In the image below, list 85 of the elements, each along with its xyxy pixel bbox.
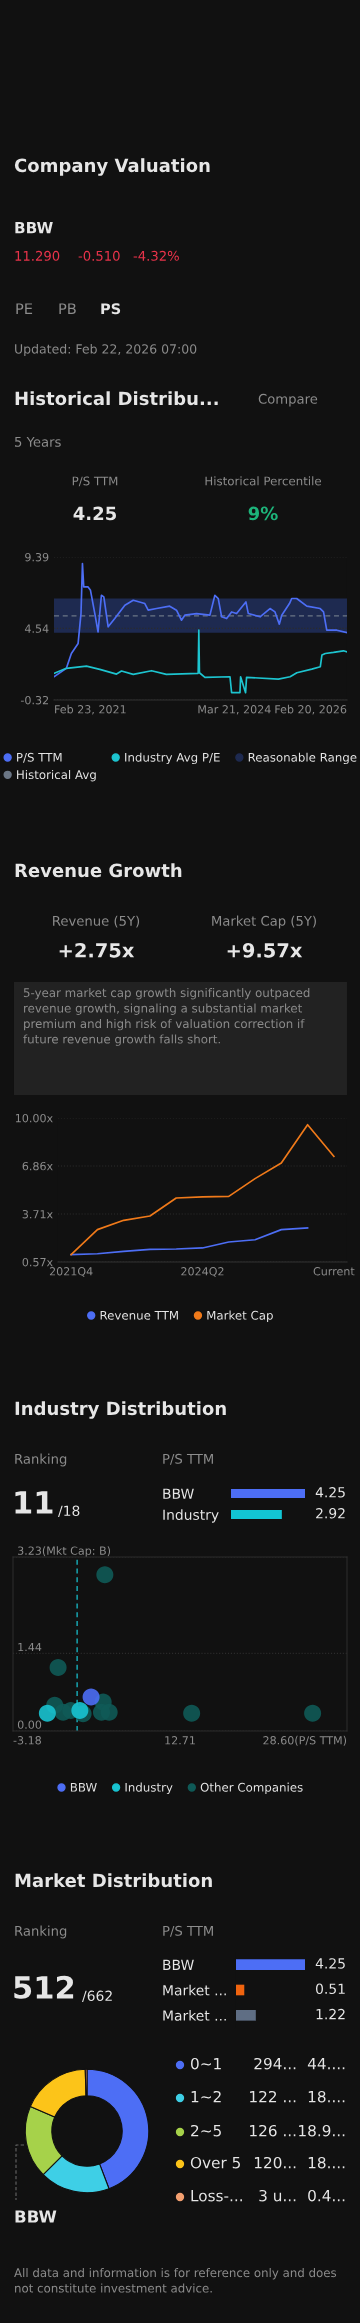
y-tick-label: BBW — [163, 1488, 194, 1499]
text: Historical Percentile — [205, 476, 322, 486]
y-tick-label: 0.00 — [17, 1720, 42, 1729]
text: 5 Years — [15, 437, 61, 447]
legend-label: 2~5 — [191, 2124, 221, 2137]
text: /662 — [82, 1990, 112, 2003]
text: P/S TTM — [163, 1453, 213, 1465]
text: P/S TTM — [72, 476, 118, 487]
x-tick-label: Current — [313, 1267, 355, 1276]
text: 11 — [15, 1491, 53, 1514]
legend-label: Historical Avg — [17, 769, 96, 782]
y-tick-label: Market ... — [163, 1984, 226, 1996]
text: -0.510 — [78, 250, 120, 261]
text: PB — [59, 303, 76, 315]
y-tick-label: BBW — [163, 1959, 194, 1970]
text: Ranking — [15, 1453, 67, 1467]
x-tick-label: 2024Q2 — [181, 1267, 224, 1277]
data-label: 0.51 — [315, 1983, 345, 1995]
data-label: 1.22 — [316, 2008, 345, 2020]
text: Ranking — [15, 1925, 67, 1939]
x-tick-label: Feb 20, 2026 — [275, 704, 347, 715]
text: 9% — [248, 506, 278, 521]
data-label: 4.25 — [315, 1958, 345, 1969]
x-tick-label: 12.71 — [165, 1736, 195, 1745]
text: +9.57x — [227, 942, 303, 958]
data-label: 18.9... — [299, 2124, 345, 2137]
y-tick-label: -0.32 — [20, 695, 49, 705]
text: Market Cap (5Y) — [212, 915, 316, 929]
data-label: 18.... — [308, 2156, 345, 2169]
legend-label: Over 5 — [190, 2156, 240, 2169]
x-tick-label: Mar 21, 2024 — [198, 705, 271, 715]
legend-label: Industry — [125, 1782, 173, 1795]
text: PE — [16, 303, 33, 315]
x-tick-label: 28.60(P/S TTM) — [263, 1735, 347, 1746]
y-tick-label: 10.00x — [15, 1113, 53, 1123]
text: 4.25 — [73, 506, 117, 521]
text: 512 — [14, 1975, 74, 1999]
chart-title: Revenue Growth — [15, 863, 182, 878]
data-label: 4.25 — [315, 1487, 345, 1498]
chart-title: Market Distribution — [15, 1873, 212, 1888]
chart-title: Industry Distribution — [15, 1401, 226, 1419]
text: All data and information is for reference only and does not constitute investment advice. — [14, 2268, 337, 2293]
y-tick-label: Industry — [163, 1509, 219, 1523]
legend-label: P/S TTM — [17, 752, 62, 763]
data-label: 44.... — [307, 2058, 345, 2070]
y-tick-label: 3.23(Mkt Cap: B) — [18, 1546, 111, 1557]
text: 294... — [254, 2057, 296, 2070]
y-tick-label: Market ... — [163, 2010, 226, 2021]
legend-label: Industry Avg P/E — [125, 752, 220, 765]
legend-label: 1~2 — [191, 2090, 221, 2103]
data-label: 0.4... — [308, 2189, 345, 2202]
text: Compare — [258, 393, 318, 407]
legend-label: Reasonable Range — [248, 752, 357, 765]
y-tick-label: 3.71x — [22, 1210, 53, 1219]
y-tick-label: 0.57x — [22, 1257, 53, 1267]
legend-label: Other Companies — [200, 1782, 303, 1795]
x-tick-label: 2021Q4 — [49, 1267, 93, 1277]
data-label: 18.... — [308, 2090, 345, 2103]
legend-label: Revenue TTM — [100, 1310, 178, 1320]
x-tick-label: Feb 23, 2021 — [55, 704, 126, 715]
text: P/S TTM — [163, 1925, 213, 1937]
y-tick-label: 4.54 — [24, 624, 49, 633]
legend-label: 0~1 — [191, 2057, 221, 2070]
text: Company Valuation — [14, 158, 210, 176]
text: Updated: Feb 22, 2026 07:00 — [15, 343, 197, 357]
data-label: 2.92 — [316, 1508, 345, 1519]
text: PS — [101, 303, 121, 315]
text: Revenue (5Y) — [53, 915, 140, 928]
y-tick-label: 9.39 — [25, 552, 49, 562]
text: 11.290 — [15, 250, 60, 261]
legend-label: Loss-... — [191, 2190, 242, 2202]
text: -4.32% — [133, 250, 179, 261]
y-tick-label: 6.86x — [22, 1161, 53, 1171]
text: 122 ... — [250, 2090, 296, 2103]
y-tick-label: 1.44 — [18, 1643, 42, 1652]
legend-label: BBW — [70, 1782, 97, 1792]
legend-label: Market Cap — [207, 1310, 273, 1323]
x-tick-label: -3.18 — [13, 1736, 41, 1745]
text: 5-year market cap growth significantly outpaced revenue growth, signaling a substantial market premium and high risk of valuation correction if future revenue growth falls short. — [23, 988, 310, 1046]
text: 120... — [254, 2156, 296, 2169]
text: 126 ... — [250, 2124, 296, 2137]
text: 3 u... — [259, 2189, 296, 2202]
text: +2.75x — [59, 942, 135, 958]
chart-title: Historical Distribu... — [15, 391, 218, 406]
text: /18 — [58, 1505, 80, 1518]
